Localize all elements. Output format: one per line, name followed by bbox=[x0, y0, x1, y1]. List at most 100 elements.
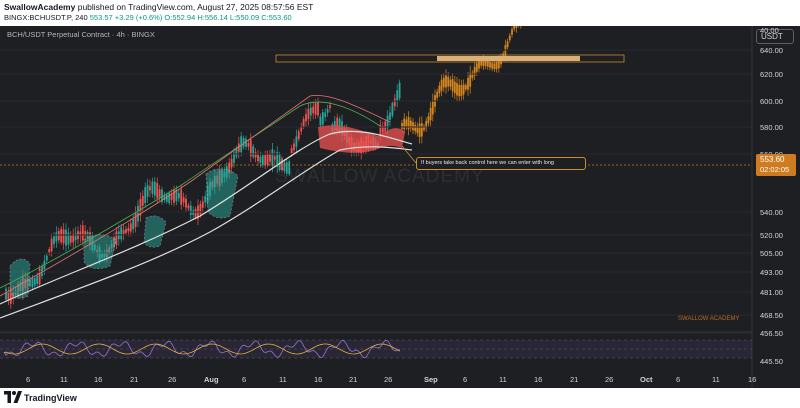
candle-body bbox=[259, 156, 262, 163]
currency-button[interactable]: USDT bbox=[756, 29, 794, 44]
projection-body bbox=[462, 84, 465, 95]
candle-body bbox=[187, 205, 190, 209]
candle-body bbox=[269, 154, 271, 162]
candle-body bbox=[336, 117, 339, 132]
footer: TradingView bbox=[0, 388, 800, 408]
ohlc-close: C:553.60 bbox=[261, 13, 292, 22]
candle-body bbox=[235, 148, 238, 157]
candle-body bbox=[36, 275, 39, 284]
projection-body bbox=[403, 118, 406, 130]
candle-body bbox=[204, 196, 207, 203]
time-axis-label: 11 bbox=[712, 375, 720, 384]
projection-body bbox=[491, 63, 494, 69]
candle-body bbox=[391, 102, 394, 116]
projection-body bbox=[447, 76, 450, 87]
chart-canvas[interactable] bbox=[0, 26, 800, 388]
candle-body bbox=[302, 118, 305, 127]
projection-body bbox=[515, 26, 518, 28]
price-axis-label: 640.00 bbox=[760, 46, 783, 55]
watermark: SWALLOW ACADEMY bbox=[275, 166, 485, 187]
time-axis-label: 26 bbox=[168, 375, 177, 384]
candle-body bbox=[146, 184, 149, 197]
candle-body bbox=[129, 223, 132, 232]
candle-body bbox=[161, 189, 163, 202]
candle-body bbox=[257, 154, 259, 162]
candle-body bbox=[230, 158, 233, 168]
candle-body bbox=[264, 154, 267, 165]
projection-body bbox=[412, 122, 414, 131]
candle-body bbox=[321, 112, 324, 125]
candle-body bbox=[276, 152, 279, 167]
projection-body bbox=[504, 45, 507, 56]
candle-body bbox=[317, 100, 319, 116]
bar-countdown: 02:02:05 bbox=[760, 165, 790, 174]
ohlc-low: L:550.09 bbox=[229, 13, 260, 22]
candle-body bbox=[163, 194, 166, 201]
candle-body bbox=[7, 291, 10, 301]
candle-body bbox=[182, 197, 185, 203]
candle-body bbox=[185, 198, 187, 208]
candle-body bbox=[329, 105, 331, 109]
price-axis-label: 456.50 bbox=[760, 329, 783, 338]
candle-body bbox=[247, 142, 250, 147]
projection-body bbox=[427, 116, 430, 124]
sell-zone bbox=[318, 125, 405, 153]
projection-body bbox=[513, 26, 516, 30]
time-axis-label: 6 bbox=[26, 375, 31, 384]
candle-body bbox=[9, 288, 12, 304]
author-name[interactable]: SwallowAcademy bbox=[4, 2, 76, 12]
projection-body bbox=[440, 79, 443, 91]
candle-body bbox=[242, 137, 245, 148]
projection-body bbox=[401, 122, 403, 129]
time-axis-label: Oct bbox=[640, 375, 653, 384]
time-axis-label: 26 bbox=[605, 375, 614, 384]
candle-body bbox=[141, 195, 144, 206]
candle-body bbox=[252, 146, 255, 157]
projection-body bbox=[458, 84, 461, 97]
candle-body bbox=[127, 227, 130, 232]
projection-body bbox=[416, 126, 419, 134]
projection-body bbox=[409, 120, 412, 129]
author-signature: SWALLOW ACADEMY bbox=[678, 316, 740, 322]
price-axis-label: 580.00 bbox=[760, 123, 783, 132]
price-axis-label: 40.00 bbox=[760, 26, 779, 35]
price-axis-label: 468.50 bbox=[760, 311, 783, 320]
projection-body bbox=[464, 84, 467, 90]
candle-body bbox=[81, 225, 84, 241]
projection-body bbox=[420, 123, 423, 137]
projection-body bbox=[405, 119, 408, 127]
candle-body bbox=[153, 181, 156, 196]
price-axis-label: 540.00 bbox=[760, 208, 783, 217]
candle-body bbox=[79, 231, 82, 236]
candle-body bbox=[324, 112, 327, 118]
time-axis-label: 16 bbox=[314, 375, 323, 384]
candle-body bbox=[45, 255, 48, 261]
projection-body bbox=[475, 63, 478, 72]
candle-body bbox=[271, 149, 274, 166]
candle-body bbox=[125, 228, 127, 233]
ema-mid-line bbox=[0, 94, 391, 297]
price-axis-label: 520.00 bbox=[760, 231, 783, 240]
candle-body bbox=[245, 138, 247, 147]
symbol-label: BINGX:BCHUSDT.P, 240 bbox=[4, 13, 88, 22]
trade-callout[interactable]: If buyers take back control here we can … bbox=[416, 157, 586, 170]
candle-body bbox=[233, 152, 235, 163]
candle-body bbox=[156, 183, 159, 199]
candle-body bbox=[249, 139, 252, 157]
candle-body bbox=[144, 187, 147, 204]
candle-body bbox=[168, 192, 171, 204]
candle-body bbox=[192, 210, 195, 215]
candle-body bbox=[379, 124, 382, 136]
candle-body bbox=[300, 126, 303, 132]
price-chart[interactable]: BCH/USDT Perpetual Contract · 4h · BINGX… bbox=[0, 26, 800, 388]
candle-body bbox=[309, 107, 312, 116]
last-price: 553.57 bbox=[89, 13, 113, 22]
time-axis-label: 6 bbox=[463, 375, 468, 384]
candle-body bbox=[69, 235, 72, 243]
candle-body bbox=[261, 155, 264, 166]
projection-body bbox=[497, 59, 500, 69]
resistance-zone-outline bbox=[275, 54, 625, 63]
candle-body bbox=[338, 118, 341, 133]
candle-body bbox=[396, 90, 399, 102]
projection-body bbox=[423, 125, 425, 130]
